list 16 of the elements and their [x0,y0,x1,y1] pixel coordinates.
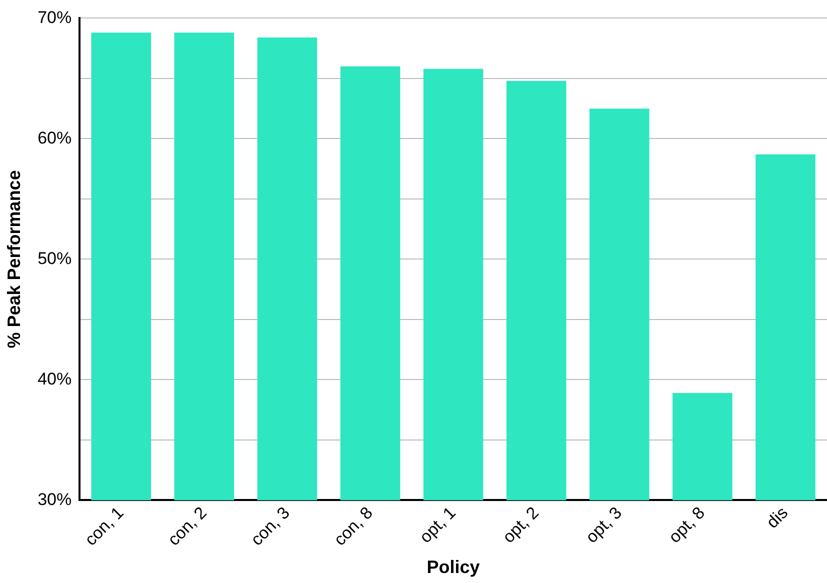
x-tick-label: opt, 2 [498,503,542,547]
y-tick-label: 50% [38,248,72,268]
x-tick-label: con, 1 [81,503,128,550]
x-tick-label: opt, 1 [416,503,460,547]
x-tick-label: opt, 3 [582,503,626,547]
y-tick-label: 70% [38,8,72,27]
x-tick-label: opt, 8 [665,503,709,547]
y-tick-label: 30% [38,490,72,509]
x-tick-label: con, 8 [330,503,376,550]
x-tick-label: dis [762,503,792,532]
y-axis-title: % Peak Performance [4,170,24,348]
x-axis-title: Policy [426,557,480,578]
y-tick-label: 60% [38,128,72,148]
y-tick-label: 40% [38,369,72,388]
x-tick-label: con, 3 [247,503,294,550]
x-tick-label: con, 2 [164,503,210,550]
